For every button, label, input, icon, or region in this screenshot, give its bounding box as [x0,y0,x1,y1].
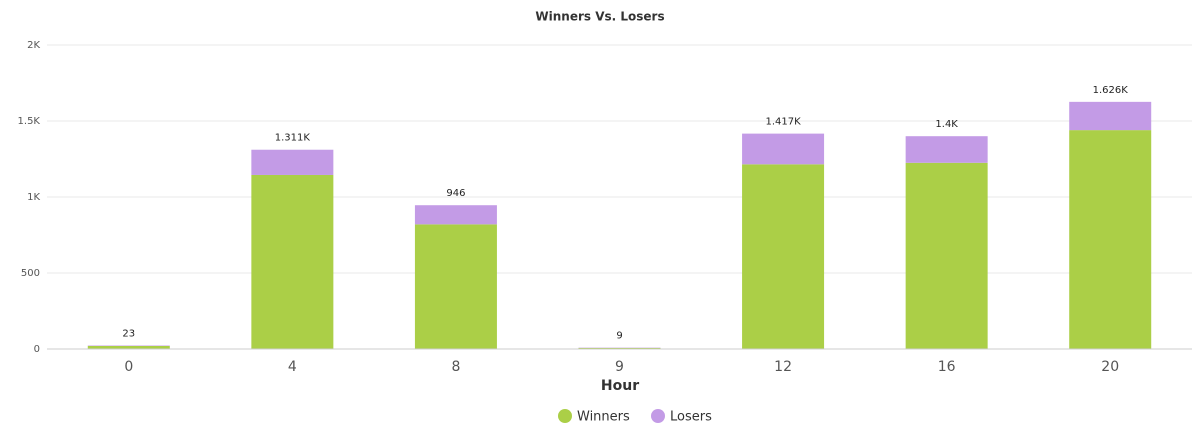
total-label: 1.626K [1093,85,1129,96]
total-label: 1.417K [765,117,801,128]
x-tick-label: 20 [1101,359,1119,375]
bar-segment [1069,101,1152,131]
bar-segment [414,205,497,225]
y-tick-label: 1K [27,192,40,203]
total-label: 1.311K [275,133,311,144]
x-tick-label: 16 [938,359,956,375]
legend-marker [651,409,665,423]
x-tick-label: 9 [615,359,624,375]
bar-segment [578,347,661,349]
y-tick-label: 500 [21,268,40,279]
bar-segment [87,345,170,349]
total-label: 9 [616,331,622,342]
bar-segment [742,164,825,349]
legend-label: Losers [670,410,712,425]
x-tick-label: 12 [774,359,792,375]
bar-segment [742,133,825,165]
chart-title: Winners Vs. Losers [535,10,664,24]
legend-label: Winners [577,410,630,425]
bar-segment [251,174,334,349]
x-tick-label: 8 [451,359,460,375]
bar-segment [251,149,334,175]
x-tick-label: 0 [124,359,133,375]
x-tick-label: 4 [288,359,297,375]
y-tick-label: 1.5K [18,116,41,127]
total-label: 946 [446,188,465,199]
bar-segment [1069,130,1152,349]
x-axis-title: Hour [601,378,639,394]
total-label: 23 [122,329,135,340]
y-tick-label: 2K [27,40,40,51]
bar-segment [905,136,988,163]
bar-segment [905,162,988,349]
total-label: 1.4K [935,119,958,130]
legend-marker [558,409,572,423]
bar-segment [414,224,497,349]
y-tick-label: 0 [34,344,40,355]
